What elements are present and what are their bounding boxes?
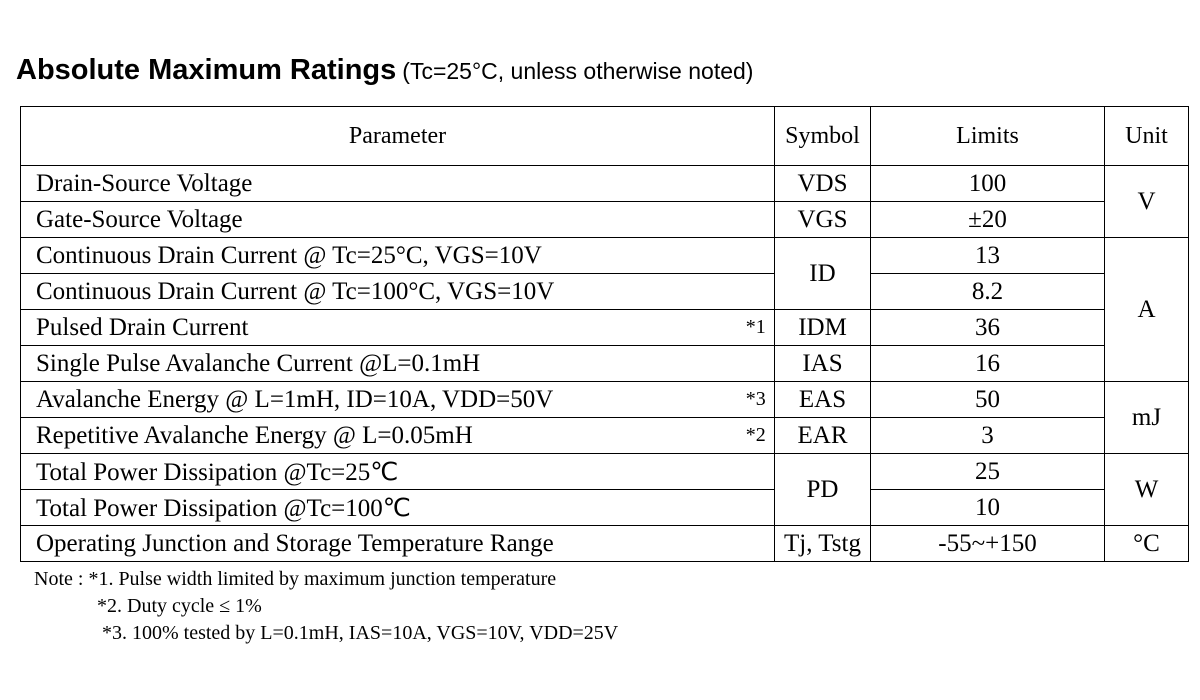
limit-cell: -55~+150	[870, 525, 1105, 562]
limit-cell: 10	[870, 489, 1105, 526]
unit-cell: °C	[1104, 525, 1189, 562]
table-row: Drain-Source Voltage VDS 100 V	[20, 165, 1189, 238]
parameter-cell: Continuous Drain Current @ Tc=25°C, VGS=…	[20, 237, 738, 274]
symbol-cell: EAS	[774, 381, 871, 418]
limit-cell: 50	[870, 381, 1105, 418]
table-row: Continuous Drain Current @ Tc=25°C, VGS=…	[20, 237, 1189, 382]
note-1: *1. Pulse width limited by maximum junct…	[88, 568, 557, 590]
unit-cell: V	[1104, 165, 1189, 238]
parameter-cell: Pulsed Drain Current	[20, 309, 738, 346]
note-cell	[737, 453, 775, 490]
table-row: Single Pulse Avalanche Current @L=0.1mH …	[20, 345, 1189, 382]
table-row: Operating Junction and Storage Temperatu…	[20, 525, 1189, 562]
header-symbol: Symbol	[774, 106, 871, 166]
symbol-cell: ID	[774, 237, 871, 310]
header-row: Parameter Symbol Limits Unit	[20, 106, 1189, 166]
parameter-cell: Drain-Source Voltage	[20, 165, 738, 202]
table-row: Avalanche Energy @ L=1mH, ID=10A, VDD=50…	[20, 381, 1189, 454]
symbol-cell: IDM	[774, 309, 871, 346]
parameter-cell: Total Power Dissipation @Tc=25℃	[20, 453, 738, 490]
note-cell: *3	[737, 381, 775, 418]
limit-cell: 13	[870, 237, 1105, 274]
parameter-cell: Single Pulse Avalanche Current @L=0.1mH	[20, 345, 738, 382]
limit-cell: 3	[870, 417, 1105, 454]
note-cell	[737, 273, 775, 310]
parameter-cell: Continuous Drain Current @ Tc=100°C, VGS…	[20, 273, 738, 310]
symbol-cell: PD	[774, 453, 871, 526]
limit-cell: 36	[870, 309, 1105, 346]
parameter-cell: Total Power Dissipation @Tc=100℃	[20, 489, 738, 526]
symbol-cell: VGS	[774, 201, 871, 238]
table-row: Pulsed Drain Current *1 IDM 36	[20, 309, 1189, 346]
note-cell	[737, 525, 775, 562]
symbol-cell: VDS	[774, 165, 871, 202]
parameter-cell: Operating Junction and Storage Temperatu…	[20, 525, 738, 562]
limit-cell: 100	[870, 165, 1105, 202]
table-row: Gate-Source Voltage VGS ±20	[20, 201, 1189, 238]
ratings-table: Parameter Symbol Limits Unit Drain-Sourc…	[20, 106, 1189, 562]
table-row: Total Power Dissipation @Tc=100℃ 10	[20, 489, 1189, 526]
table-row: Continuous Drain Current @ Tc=100°C, VGS…	[20, 273, 1189, 310]
limit-cell: ±20	[870, 201, 1105, 238]
note-3: *3. 100% tested by L=0.1mH, IAS=10A, VGS…	[102, 622, 619, 644]
symbol-cell: EAR	[774, 417, 871, 454]
page-title: Absolute Maximum Ratings	[16, 54, 397, 86]
parameter-cell: Gate-Source Voltage	[20, 201, 738, 238]
notes-block: Note : *1. Pulse width limited by maximu…	[34, 566, 618, 647]
limit-cell: 25	[870, 453, 1105, 490]
parameter-cell: Repetitive Avalanche Energy @ L=0.05mH	[20, 417, 738, 454]
note-cell	[737, 201, 775, 238]
table-row: Repetitive Avalanche Energy @ L=0.05mH *…	[20, 417, 1189, 454]
note-cell	[737, 237, 775, 274]
symbol-cell: Tj, Tstg	[774, 525, 871, 562]
note-cell: *1	[737, 309, 775, 346]
note-2: *2. Duty cycle ≤ 1%	[97, 595, 262, 617]
symbol-cell: IAS	[774, 345, 871, 382]
note-cell	[737, 165, 775, 202]
notes-prefix: Note :	[34, 568, 84, 590]
header-unit: Unit	[1104, 106, 1189, 166]
note-cell	[737, 489, 775, 526]
note-cell	[737, 345, 775, 382]
header-parameter: Parameter	[20, 106, 775, 166]
limit-cell: 8.2	[870, 273, 1105, 310]
page-heading: Absolute Maximum Ratings (Tc=25°C, unless…	[16, 54, 753, 87]
header-limits: Limits	[870, 106, 1105, 166]
limit-cell: 16	[870, 345, 1105, 382]
unit-cell: mJ	[1104, 381, 1189, 454]
parameter-cell: Avalanche Energy @ L=1mH, ID=10A, VDD=50…	[20, 381, 738, 418]
note-cell: *2	[737, 417, 775, 454]
unit-cell: W	[1104, 453, 1189, 526]
unit-cell: A	[1104, 237, 1189, 382]
table-row: Total Power Dissipation @Tc=25℃ PD 25 W	[20, 453, 1189, 526]
page-subtitle: (Tc=25°C, unless otherwise noted)	[402, 58, 754, 84]
note-line-1: Note : *1. Pulse width limited by maximu…	[34, 566, 618, 593]
